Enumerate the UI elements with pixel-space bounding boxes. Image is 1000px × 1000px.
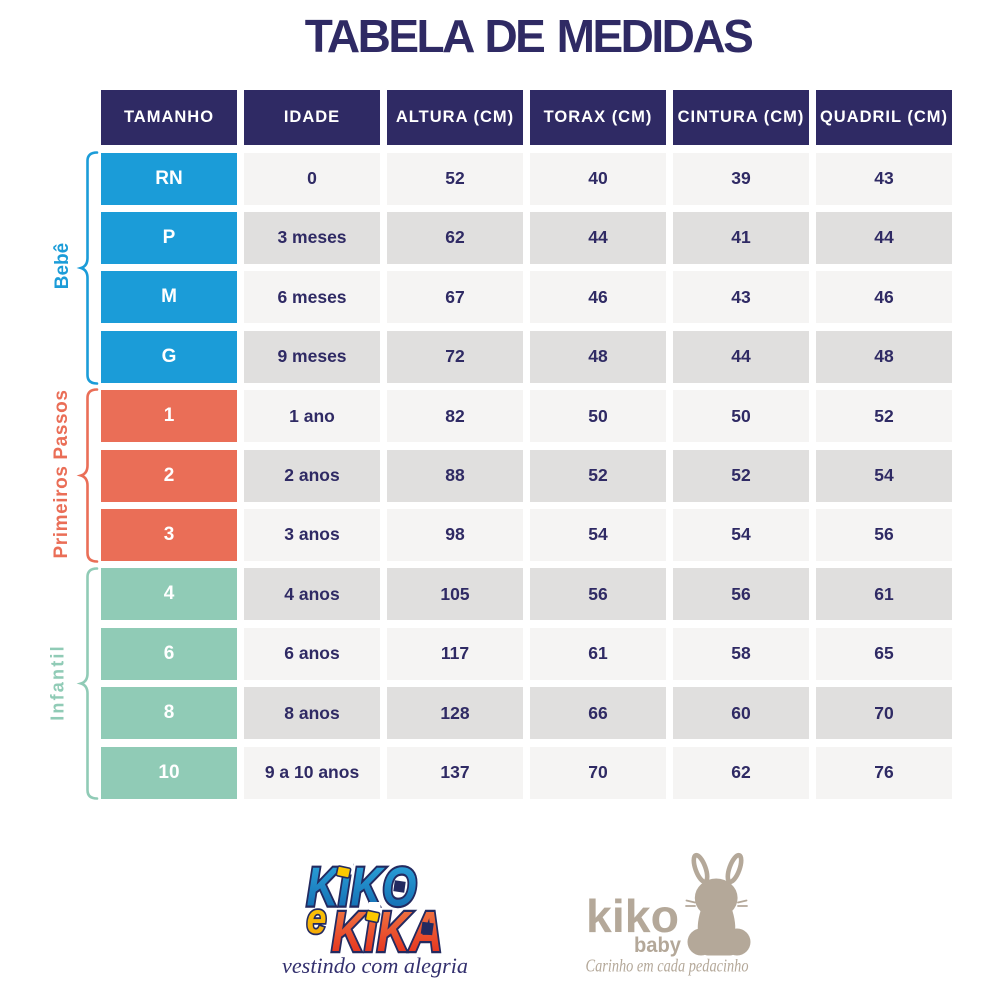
svg-text:baby: baby	[634, 934, 681, 957]
svg-text:kiko: kiko	[586, 890, 679, 942]
svg-text:vestindo com alegria: vestindo com alegria	[282, 953, 468, 978]
svg-text:e: e	[307, 895, 327, 943]
svg-text:Carinho em cada pedacinho: Carinho em cada pedacinho	[586, 956, 749, 976]
